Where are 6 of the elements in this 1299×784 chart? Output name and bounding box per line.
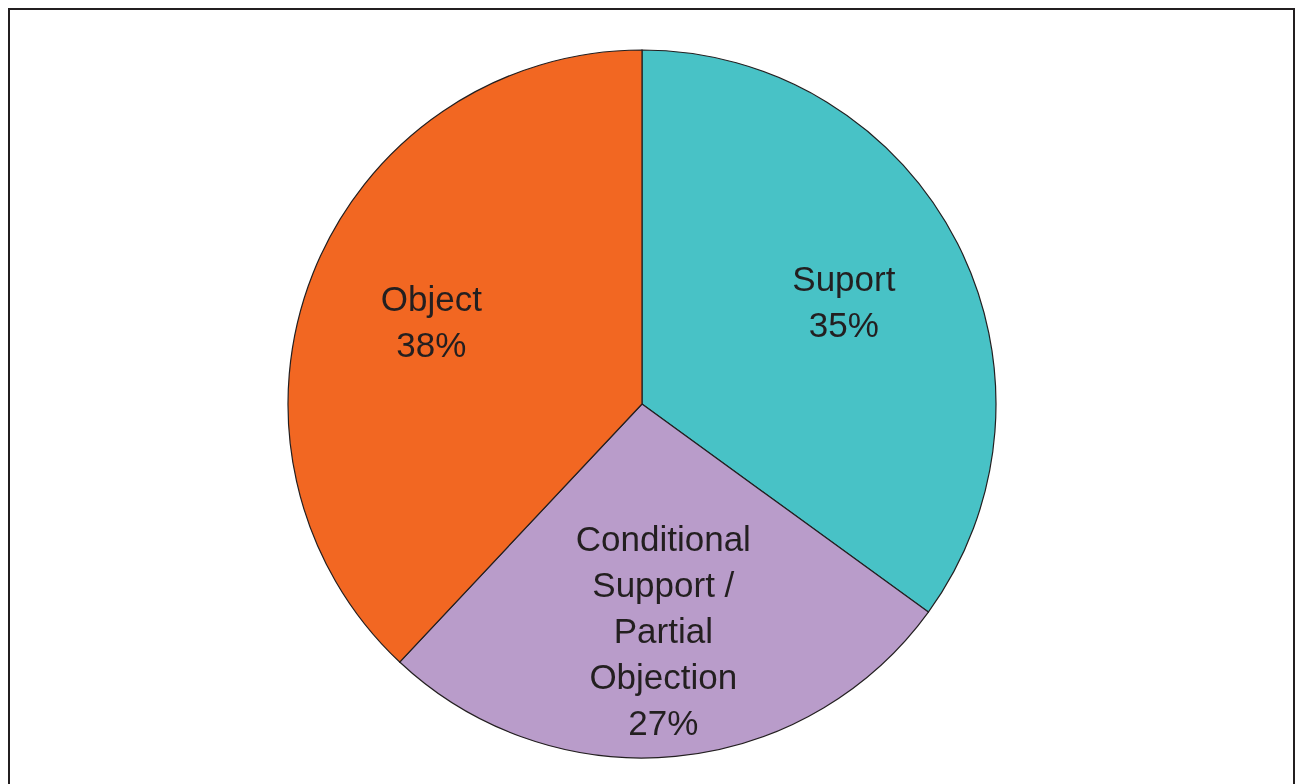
data-label: 27%: [628, 702, 699, 742]
data-label: 35%: [808, 304, 879, 344]
slice-label: Object: [380, 278, 483, 318]
slice-label: Conditional Support / Partial Objection: [575, 518, 751, 696]
slice-label: Suport: [792, 258, 896, 298]
data-label: 38%: [396, 324, 467, 364]
